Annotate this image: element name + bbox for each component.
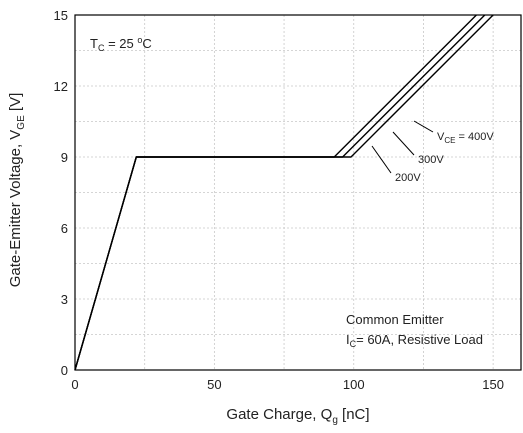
tick-labels: 0 50 100 150 0 3 6 9 12 15 bbox=[54, 8, 504, 392]
x-tick-label: 0 bbox=[71, 377, 78, 392]
x-axis-label: Gate Charge, Qg [nC] bbox=[226, 406, 369, 426]
condition-line-2: IC= 60A, Resistive Load bbox=[346, 332, 483, 349]
vce-400v-label: VCE = 400V bbox=[437, 131, 494, 145]
y-tick-label: 3 bbox=[61, 292, 68, 307]
y-tick-label: 9 bbox=[61, 150, 68, 165]
arrow-300v bbox=[392, 131, 415, 156]
x-tick-label: 100 bbox=[343, 377, 365, 392]
plot-frame bbox=[74, 14, 522, 371]
vce-200v-label: 200V bbox=[395, 172, 421, 184]
x-tick-label: 50 bbox=[207, 377, 221, 392]
grid bbox=[75, 15, 521, 370]
x-tick-label: 150 bbox=[482, 377, 504, 392]
y-tick-label: 15 bbox=[54, 8, 68, 23]
vce-300v-label: 300V bbox=[418, 154, 444, 166]
y-tick-label: 12 bbox=[54, 79, 68, 94]
y-tick-label: 6 bbox=[61, 221, 68, 236]
series-line-400v bbox=[74, 14, 477, 371]
series-group bbox=[74, 14, 494, 371]
temperature-annotation: TC = 25 oC bbox=[90, 35, 152, 53]
arrow-400v bbox=[413, 120, 434, 133]
y-axis-label: Gate-Emitter Voltage, VGE [V] bbox=[7, 93, 27, 288]
y-tick-label: 0 bbox=[61, 363, 68, 378]
arrow-200v bbox=[371, 145, 392, 174]
condition-line-1: Common Emitter bbox=[346, 312, 444, 327]
